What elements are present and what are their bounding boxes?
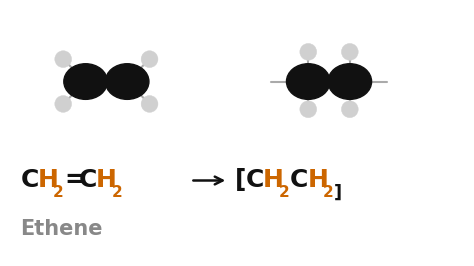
Ellipse shape <box>141 95 158 112</box>
Ellipse shape <box>141 51 158 68</box>
Text: 2: 2 <box>323 185 333 200</box>
Ellipse shape <box>341 101 358 118</box>
Text: 2: 2 <box>111 185 122 200</box>
Ellipse shape <box>55 51 72 68</box>
Ellipse shape <box>55 95 72 112</box>
Ellipse shape <box>341 43 358 60</box>
Text: Ethene: Ethene <box>20 219 103 239</box>
Text: =: = <box>64 168 85 192</box>
Text: C: C <box>246 168 264 192</box>
Text: H: H <box>37 168 58 192</box>
Ellipse shape <box>105 64 149 99</box>
Ellipse shape <box>300 43 317 60</box>
Ellipse shape <box>300 101 317 118</box>
Text: [: [ <box>235 168 246 192</box>
Text: 2: 2 <box>279 185 289 200</box>
Ellipse shape <box>328 64 372 99</box>
Text: C: C <box>79 168 97 192</box>
Text: C: C <box>20 168 39 192</box>
Text: H: H <box>263 168 284 192</box>
Text: 2: 2 <box>53 185 64 200</box>
Text: H: H <box>307 168 328 192</box>
Text: C: C <box>290 168 308 192</box>
Text: H: H <box>96 168 117 192</box>
Ellipse shape <box>286 64 330 99</box>
Ellipse shape <box>64 64 108 99</box>
Text: ]: ] <box>334 183 342 201</box>
